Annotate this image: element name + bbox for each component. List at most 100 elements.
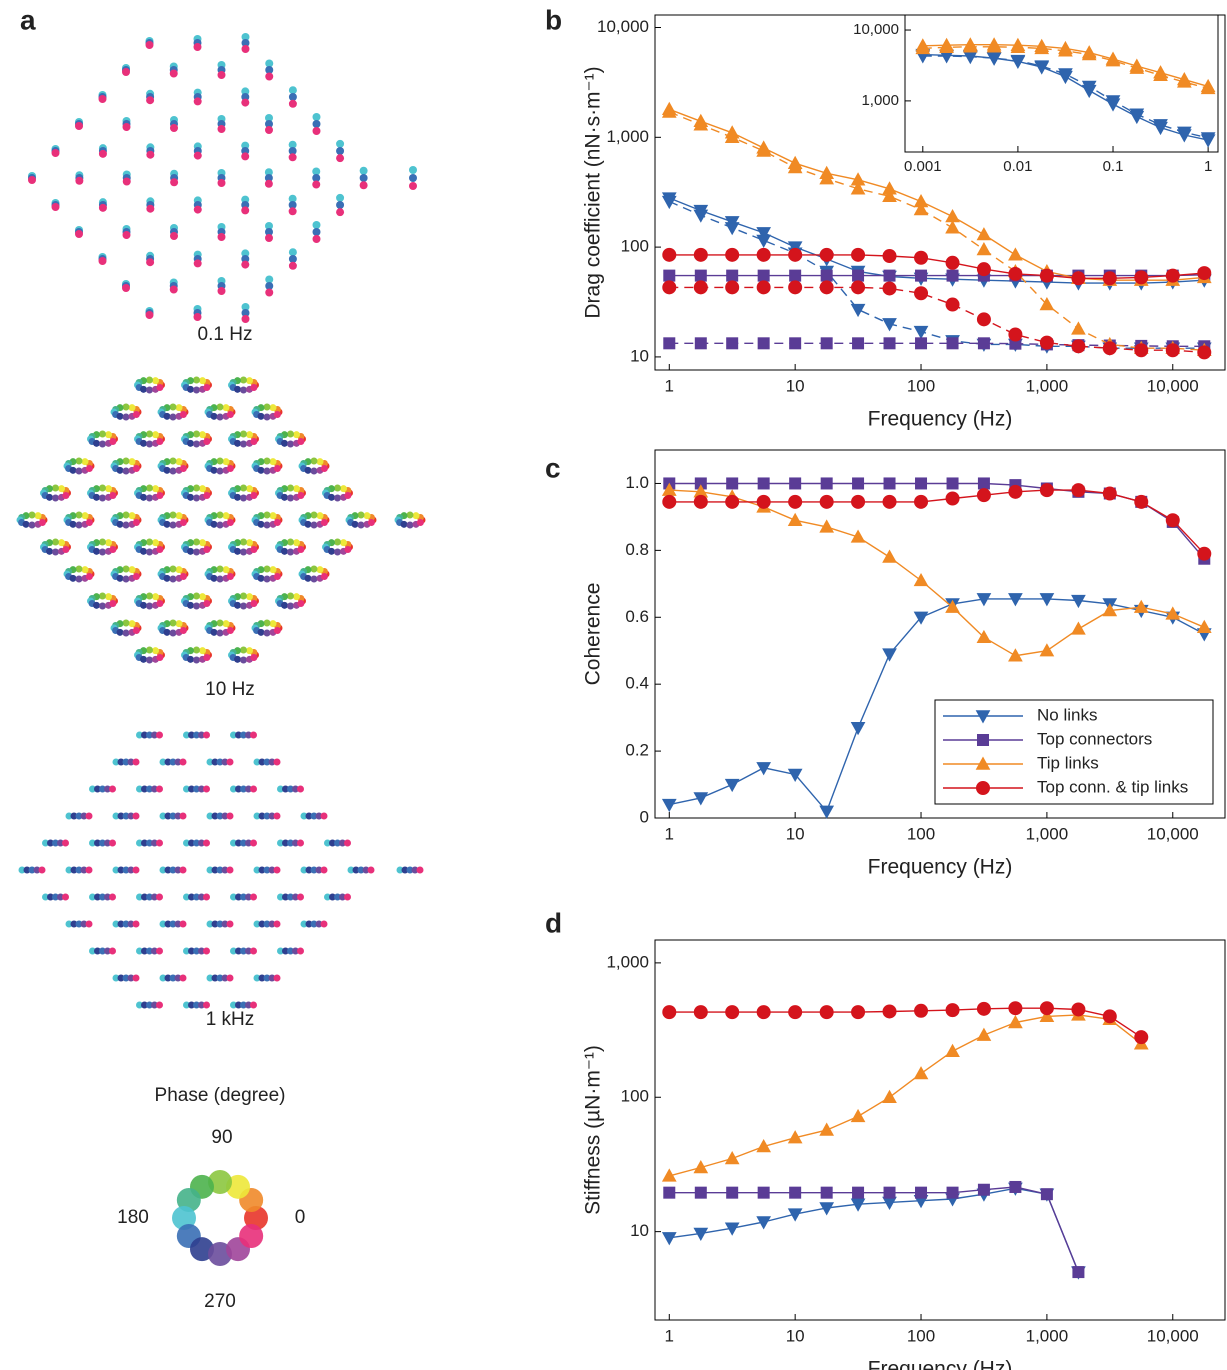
bundle-dot <box>340 485 347 493</box>
bundle-dot <box>269 404 277 412</box>
bundle-dot <box>230 1001 237 1009</box>
bundle-dot <box>85 920 93 928</box>
bundle-dot <box>217 179 226 187</box>
bundle-dot <box>288 255 297 263</box>
bundle-dot <box>187 439 194 447</box>
bundle-dot <box>210 412 218 420</box>
bundle-dot <box>230 839 237 847</box>
bundle-dot <box>273 974 281 982</box>
bundle-dot <box>273 627 281 634</box>
bundle-dot <box>57 839 64 847</box>
bundle-dot <box>122 467 130 475</box>
bundle-dot <box>132 758 140 766</box>
bundle-dot <box>193 839 200 847</box>
bundle-dot <box>122 284 130 292</box>
bundle-dot <box>146 839 153 847</box>
bundle-dot <box>28 521 36 529</box>
bundle-dot <box>89 893 96 901</box>
bundle-dot <box>203 893 210 901</box>
bundle-dot <box>169 565 177 573</box>
bundle-dot <box>226 974 234 982</box>
bundle-dot <box>265 275 274 284</box>
bundle-dot <box>164 866 172 874</box>
marker <box>976 629 992 644</box>
marker <box>756 234 772 248</box>
bundle-dot <box>146 430 153 438</box>
bundle-dot <box>216 974 224 982</box>
marker <box>1034 60 1050 74</box>
marker <box>852 337 865 350</box>
bundle-dot <box>99 785 106 793</box>
y-axis-label: Coherence <box>582 583 605 686</box>
bundle-dot <box>104 893 111 901</box>
bundle-dot <box>287 484 294 492</box>
bundle-dot <box>156 384 164 391</box>
bundle-dot <box>287 430 294 438</box>
marker <box>662 494 677 509</box>
bundle-dot <box>400 520 408 528</box>
bundle-dot <box>221 758 229 766</box>
bundle-dot <box>406 511 414 519</box>
bundle-dot <box>99 839 106 847</box>
bundle-dot <box>99 947 106 955</box>
marker <box>1039 643 1055 657</box>
marker <box>789 1186 802 1199</box>
bundle-dot <box>288 153 297 162</box>
bundle-dot <box>297 492 305 499</box>
bundle-dot <box>320 465 328 472</box>
bundle-dot <box>179 920 187 928</box>
bundle-dot <box>175 620 183 628</box>
bundle-dot <box>268 812 276 820</box>
bundle-dot <box>193 313 202 321</box>
bundle-dot <box>287 839 294 847</box>
bundle-dot <box>344 893 351 901</box>
bundle-dot <box>93 439 100 447</box>
bundle-dot <box>310 511 318 519</box>
bundle-dot <box>159 920 167 928</box>
bundle-dot <box>258 812 266 820</box>
bundle-dot <box>104 839 111 847</box>
bundle-dot <box>221 920 229 928</box>
phase-swatch <box>176 1188 201 1212</box>
bundle-dot <box>246 377 253 385</box>
bundle-dot <box>300 812 308 820</box>
marker <box>693 247 708 262</box>
bundle-dot <box>175 512 183 520</box>
phase-swatch <box>190 1237 214 1262</box>
bundle-dot <box>268 920 276 928</box>
bundle-dot <box>273 573 281 580</box>
bundle-dot <box>226 866 234 874</box>
bundle-dot <box>198 839 205 847</box>
bundle-dot <box>169 467 177 475</box>
bundle-dot <box>235 947 242 955</box>
bundle-dot <box>146 440 153 448</box>
marker <box>852 477 865 490</box>
marker <box>819 805 835 819</box>
marker <box>883 269 896 282</box>
bundle-dot <box>282 839 289 847</box>
bundle-dot <box>216 758 224 766</box>
bundle-dot <box>140 439 147 447</box>
marker <box>819 171 835 185</box>
marker <box>661 104 677 118</box>
bundle-dot <box>234 439 241 447</box>
bundle-dot <box>240 656 247 664</box>
bundle-dot <box>245 947 252 955</box>
bundle-dot <box>312 174 321 182</box>
bundle-dot <box>258 758 266 766</box>
bundle-dot <box>416 519 424 526</box>
bundle-dot <box>122 68 130 76</box>
marker <box>693 792 709 806</box>
bundle-dot <box>246 431 253 439</box>
marker <box>756 227 772 241</box>
marker <box>882 281 897 296</box>
bundle-dot <box>258 974 266 982</box>
x-tick-label: 100 <box>907 376 935 395</box>
marker <box>820 477 833 490</box>
y-tick-label: 0.6 <box>625 607 649 626</box>
bundle-dot <box>250 893 257 901</box>
bundle-dot <box>396 866 404 874</box>
marker <box>945 255 960 270</box>
bundle-dot <box>230 893 237 901</box>
